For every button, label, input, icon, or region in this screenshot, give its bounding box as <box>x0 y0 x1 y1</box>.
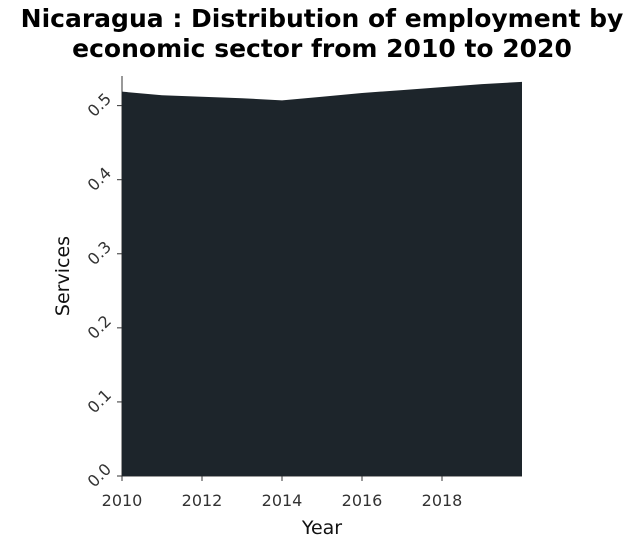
y-tick-label: 0.3 <box>84 237 115 268</box>
chart-title: Nicaragua : Distribution of employment b… <box>0 4 644 64</box>
y-tick-label: 0.0 <box>84 460 115 491</box>
y-ticks: 0.0 0.1 0.2 0.3 0.4 0.5 <box>84 89 122 491</box>
x-axis-label: Year <box>301 517 342 539</box>
x-tick-label: 2016 <box>342 491 383 510</box>
y-axis-label: Services <box>52 236 74 316</box>
plot-area: 2010 2012 2014 2016 2018 0.0 0.1 0.2 0.3 0.4 0.5 <box>84 76 522 510</box>
x-tick-label: 2018 <box>422 491 463 510</box>
x-tick-label: 2012 <box>182 491 223 510</box>
series-layer <box>122 81 522 477</box>
area-series-0 <box>122 81 522 477</box>
x-ticks: 2010 2012 2014 2016 2018 <box>102 476 463 510</box>
x-tick-label: 2010 <box>102 491 143 510</box>
y-tick-label: 0.4 <box>84 163 115 194</box>
chart-title-line-2: economic sector from 2010 to 2020 <box>72 34 572 63</box>
chart-title-line-1: Nicaragua : Distribution of employment b… <box>20 4 624 33</box>
x-tick-label: 2014 <box>262 491 303 510</box>
y-tick-label: 0.1 <box>84 386 115 417</box>
y-tick-label: 0.2 <box>84 311 115 342</box>
y-tick-label: 0.5 <box>84 89 115 120</box>
